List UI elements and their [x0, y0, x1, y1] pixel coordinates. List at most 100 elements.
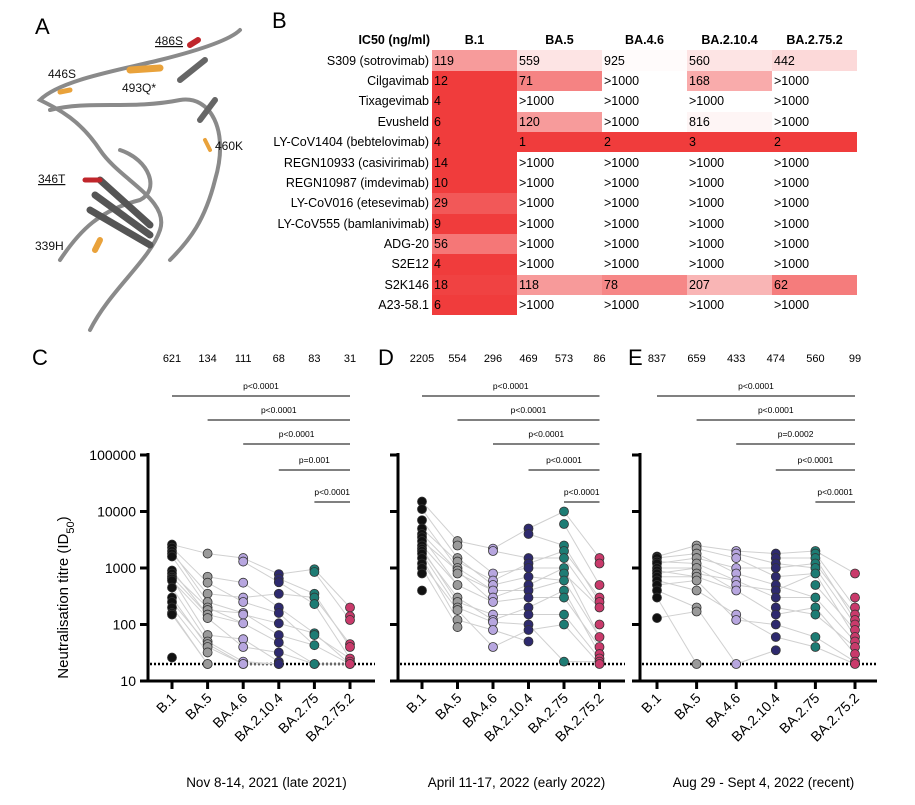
ic50-cell: >1000: [689, 216, 725, 231]
data-point: [167, 652, 177, 663]
header-cell: BA.2.75.2: [786, 33, 843, 48]
paired-line: [314, 597, 351, 645]
panel-e: B.1837BA.5659BA.4.6433BA.2.10.4474BA.2.7…: [632, 353, 877, 790]
data-point: [488, 546, 498, 556]
geomean-label: 621: [163, 353, 181, 365]
paired-line: [421, 519, 458, 569]
y-tick-label: 1000: [105, 560, 136, 576]
paired-line: [492, 550, 529, 559]
paired-line: [528, 590, 565, 608]
paired-line: [207, 576, 244, 584]
paired-line: [421, 550, 458, 598]
data-point: [238, 597, 249, 607]
paired-line: [736, 580, 776, 599]
data-point: [559, 592, 569, 603]
paired-line: [563, 523, 600, 586]
data-point: [594, 659, 605, 669]
paired-line: [314, 632, 351, 665]
paired-line: [775, 572, 816, 578]
paired-line: [314, 644, 351, 665]
ic50-cell: 1: [517, 131, 602, 153]
data-point: [691, 585, 702, 596]
paired-line: [171, 556, 209, 608]
paired-line: [696, 580, 737, 621]
data-point: [238, 618, 249, 629]
geomean-label: 68: [273, 353, 285, 365]
data-point: [417, 585, 427, 596]
paired-line: [696, 545, 737, 552]
table-row: LY-CoV555 (bamlanivimab) 9 >1000 >1000 >1000…: [270, 213, 857, 234]
p-value-label: p=0.0002: [778, 429, 814, 439]
paired-line: [815, 597, 856, 642]
paired-line: [492, 563, 529, 581]
paired-line: [171, 601, 208, 645]
paired-line: [775, 636, 816, 648]
paired-line: [492, 597, 529, 603]
panel-caption: Aug 29 - Sept 4, 2022 (recent): [673, 775, 855, 790]
ic50-cell: >1000: [689, 155, 725, 170]
ic50-cell: >1000: [519, 298, 555, 313]
paired-line: [563, 557, 600, 608]
header-cell: IC50 (ng/ml): [358, 33, 430, 48]
geomean-label: 2205: [410, 353, 434, 365]
paired-line: [775, 563, 816, 569]
data-point: [594, 602, 605, 613]
geomean-label: 83: [308, 353, 320, 365]
data-point: [309, 659, 320, 669]
data-point: [691, 659, 702, 669]
p-value-label: p<0.0001: [758, 405, 794, 415]
paired-line: [242, 582, 280, 608]
ic50-cell: >1000: [604, 175, 640, 190]
ic50-cell: >1000: [689, 196, 725, 211]
p-value-label: p<0.0001: [817, 487, 853, 497]
ic50-cell: >1000: [519, 196, 555, 211]
geomean-label: 433: [727, 353, 745, 365]
paired-line: [528, 576, 565, 582]
paired-line: [242, 561, 280, 583]
data-point: [523, 625, 534, 635]
p-value-label: p<0.0001: [546, 455, 582, 465]
data-point: [345, 615, 355, 625]
ic50-cell: >1000: [689, 237, 725, 252]
data-point: [594, 619, 605, 630]
ic50-cell: 4: [432, 254, 517, 275]
table-row: A23-58.1 6 >1000 >1000 >1000 >1000: [270, 295, 857, 316]
panel-label-a: A: [35, 14, 50, 39]
ic50-cell: 78: [602, 274, 687, 296]
data-point: [770, 563, 781, 573]
ic50-cell: >1000: [519, 175, 555, 190]
p-value-label: p<0.0001: [528, 429, 564, 439]
table-row: S309 (sotrovimab) 119 559 925 560 442: [270, 50, 857, 71]
paired-line: [421, 528, 458, 562]
ic50-cell: >1000: [604, 237, 640, 252]
paired-line: [814, 573, 856, 638]
antibody-name: REGN10933 (casivirimab): [283, 155, 429, 170]
ic50-cell: >1000: [774, 196, 810, 211]
paired-line: [278, 607, 315, 634]
geomean-label: 837: [648, 353, 666, 365]
p-value-label: p<0.0001: [564, 487, 600, 497]
paired-line: [207, 646, 244, 665]
antibody-name: A23-58.1: [378, 298, 429, 313]
data-point: [452, 580, 463, 590]
paired-line: [207, 634, 244, 640]
paired-line: [242, 612, 280, 636]
paired-line: [736, 649, 776, 665]
p-value-label: p<0.0001: [511, 405, 547, 415]
y-tick-label: 100: [113, 617, 137, 633]
data-point: [488, 597, 498, 607]
data-point: [202, 588, 213, 599]
data-point: [309, 567, 320, 577]
data-point: [309, 630, 320, 640]
paired-line: [656, 567, 697, 574]
ic50-cell: 12: [432, 70, 517, 92]
ic50-cell: >1000: [604, 257, 640, 272]
paired-line: [457, 609, 494, 648]
paired-line: [171, 550, 209, 603]
paired-line: [736, 619, 776, 625]
ic50-cell: >1000: [774, 114, 810, 129]
paired-line: [815, 563, 856, 615]
paired-line: [171, 597, 209, 648]
ic50-cell: >1000: [689, 257, 725, 272]
